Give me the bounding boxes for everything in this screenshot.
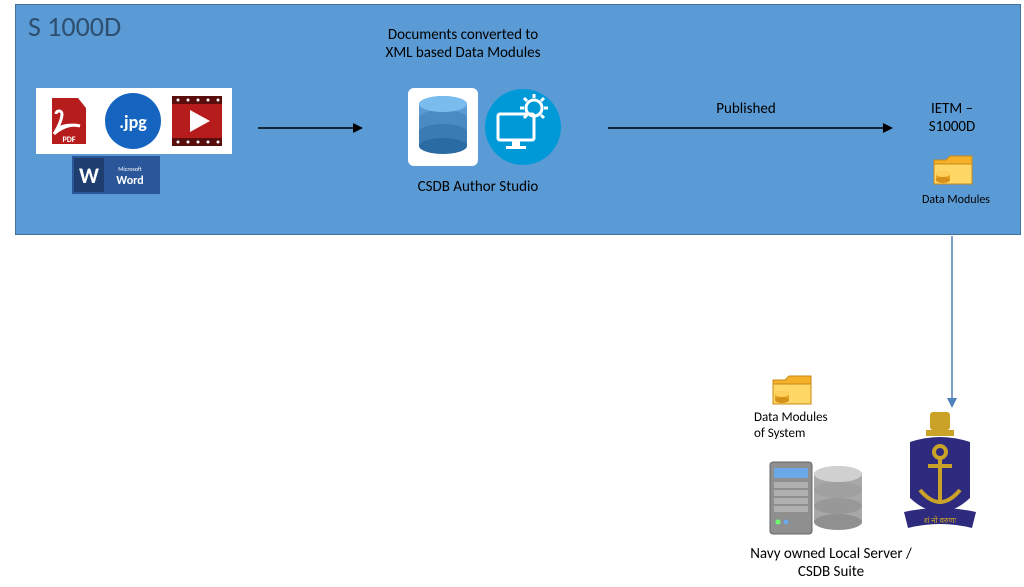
svg-text:Word: Word — [116, 174, 143, 188]
ietm-label: IETM – S1000D — [912, 100, 992, 136]
jpg-icon: .jpg — [104, 92, 162, 150]
arrow-down-to-navy — [942, 236, 962, 412]
data-modules-folder-icon — [932, 152, 974, 188]
arrow-sources-to-csdb — [258, 118, 368, 138]
data-modules-label: Data Modules — [906, 193, 1006, 207]
gear-monitor-icon — [484, 88, 562, 166]
video-icon — [168, 92, 226, 150]
navy-server-label: Navy owned Local Server / CSDB Suite — [716, 545, 946, 581]
svg-text:शं नो वरुणः: शं नो वरुणः — [924, 515, 957, 526]
svg-text:PDF: PDF — [63, 135, 76, 145]
word-icon: W Microsoft Word — [72, 156, 160, 194]
svg-text:.jpg: .jpg — [119, 111, 147, 133]
server-icon — [760, 450, 870, 540]
published-label: Published — [696, 100, 796, 118]
docs-converted-label: Documents converted to XML based Data Mo… — [348, 26, 578, 62]
database-icon — [408, 88, 478, 166]
navy-emblem-icon: शं नो वरुणः — [890, 408, 990, 538]
svg-text:W: W — [79, 162, 99, 189]
csdb-author-label: CSDB Author Studio — [388, 178, 568, 196]
panel-title: S 1000D — [28, 10, 121, 44]
svg-text:Microsoft: Microsoft — [118, 165, 142, 173]
pdf-icon: PDF — [40, 92, 98, 150]
arrow-published — [608, 118, 898, 138]
dm-system-label: Data Modules of System — [754, 410, 864, 441]
dm-system-folder-icon — [771, 372, 813, 408]
